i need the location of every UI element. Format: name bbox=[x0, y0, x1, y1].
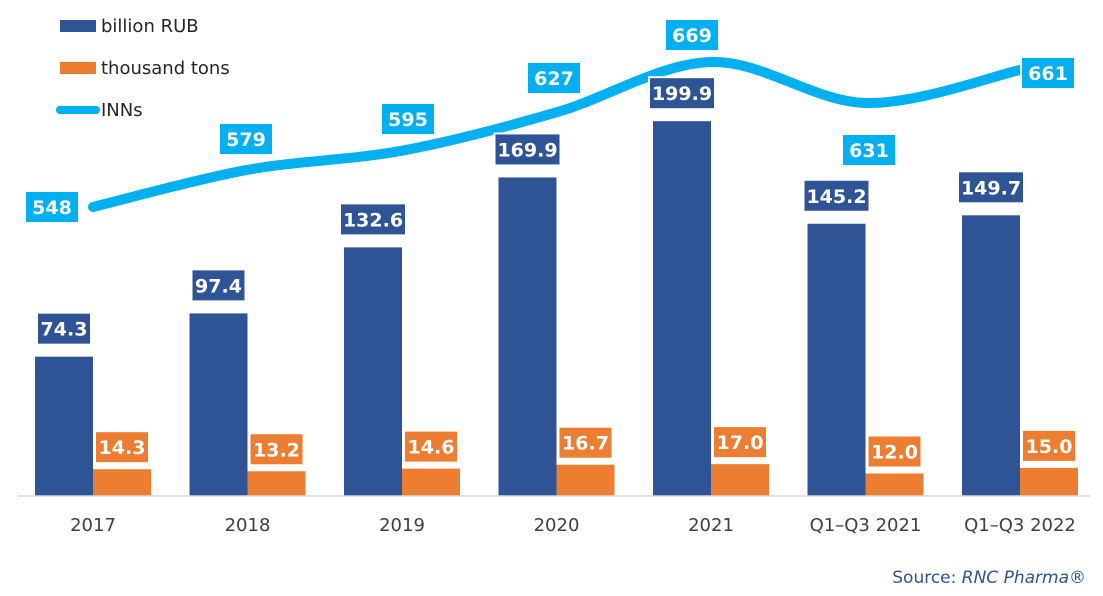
bar-tons-5 bbox=[865, 473, 924, 496]
svg-text:661: 661 bbox=[1028, 63, 1068, 85]
label-rub-4: 199.9 bbox=[648, 76, 716, 111]
label-inns-0: 548 bbox=[24, 190, 80, 224]
svg-text:199.9: 199.9 bbox=[652, 83, 712, 105]
svg-text:97.4: 97.4 bbox=[195, 275, 242, 297]
legend-label-0: billion RUB bbox=[101, 16, 199, 37]
svg-text:14.3: 14.3 bbox=[99, 437, 146, 459]
svg-text:16.7: 16.7 bbox=[562, 433, 609, 455]
svg-text:169.9: 169.9 bbox=[497, 139, 557, 161]
label-rub-2: 132.6 bbox=[339, 202, 407, 237]
bar-rub-2 bbox=[344, 247, 402, 496]
svg-text:15.0: 15.0 bbox=[1026, 436, 1073, 458]
svg-text:595: 595 bbox=[388, 109, 428, 131]
label-rub-3: 169.9 bbox=[493, 132, 562, 167]
label-rub-1: 97.4 bbox=[190, 268, 247, 303]
source-note: Source: RNC Pharma® bbox=[892, 568, 1086, 588]
bar-tons-4 bbox=[711, 464, 769, 496]
legend-item-2: INNs bbox=[56, 100, 143, 121]
label-tons-0: 14.3 bbox=[94, 430, 150, 465]
inns-labels: 548 579 595 627 669 631 661 bbox=[24, 18, 1076, 224]
svg-text:14.6: 14.6 bbox=[408, 437, 455, 459]
label-rub-5: 145.2 bbox=[802, 178, 871, 213]
label-inns-6: 661 bbox=[1020, 56, 1076, 90]
legend-item-1: thousand tons bbox=[60, 58, 230, 79]
bar-rub-6 bbox=[962, 215, 1020, 496]
bar-tons-3 bbox=[556, 464, 615, 496]
legend-label-2: INNs bbox=[101, 100, 143, 121]
label-tons-5: 12.0 bbox=[866, 434, 923, 469]
label-rub-6: 149.7 bbox=[957, 170, 1025, 205]
label-tons-6: 15.0 bbox=[1021, 428, 1077, 463]
label-tons-4: 17.0 bbox=[712, 425, 768, 460]
inns-line bbox=[88, 56, 1025, 212]
legend-swatch-1 bbox=[60, 62, 96, 74]
label-tons-2: 14.6 bbox=[403, 429, 459, 464]
label-inns-3: 627 bbox=[526, 61, 582, 95]
bar-rub-1 bbox=[189, 313, 248, 496]
legend: billion RUB thousand tons INNs bbox=[56, 16, 230, 121]
svg-text:145.2: 145.2 bbox=[806, 186, 866, 208]
svg-text:12.0: 12.0 bbox=[871, 442, 918, 464]
label-tons-1: 13.2 bbox=[248, 432, 305, 467]
x-tick-1: 2018 bbox=[225, 515, 271, 536]
x-tick-6: Q1–Q3 2022 bbox=[964, 515, 1076, 536]
label-inns-5: 631 bbox=[841, 133, 897, 167]
label-inns-4: 669 bbox=[664, 18, 720, 52]
legend-label-1: thousand tons bbox=[101, 58, 230, 79]
x-tick-0: 2017 bbox=[70, 515, 116, 536]
label-tons-3: 16.7 bbox=[557, 425, 614, 460]
bar-rub-5 bbox=[807, 223, 866, 496]
svg-text:548: 548 bbox=[32, 197, 72, 219]
source-name: RNC Pharma® bbox=[962, 568, 1086, 588]
legend-item-0: billion RUB bbox=[60, 16, 199, 37]
x-axis-ticks: 2017 2018 2019 2020 2021 Q1–Q3 2021 Q1–Q3 2022 bbox=[70, 515, 1076, 536]
x-tick-3: 2020 bbox=[534, 515, 580, 536]
svg-text:669: 669 bbox=[672, 25, 712, 47]
bars: 74.3 14.3 97.4 13.2 132.6 14.6 169.9 16.7 199.9 1… bbox=[35, 76, 1078, 496]
svg-text:74.3: 74.3 bbox=[41, 319, 88, 341]
source-prefix: Source: bbox=[892, 568, 962, 588]
x-tick-4: 2021 bbox=[688, 515, 734, 536]
svg-text:579: 579 bbox=[226, 129, 266, 151]
svg-text:132.6: 132.6 bbox=[343, 209, 403, 231]
label-inns-1: 579 bbox=[218, 122, 274, 156]
x-tick-2: 2019 bbox=[379, 515, 425, 536]
label-inns-2: 595 bbox=[380, 102, 436, 136]
bar-rub-4 bbox=[653, 121, 711, 496]
bar-tons-6 bbox=[1020, 467, 1078, 496]
legend-swatch-0 bbox=[60, 20, 96, 32]
svg-text:17.0: 17.0 bbox=[717, 432, 764, 454]
bar-tons-0 bbox=[93, 469, 151, 496]
bar-rub-3 bbox=[498, 177, 557, 496]
bar-tons-2 bbox=[402, 468, 460, 496]
x-tick-5: Q1–Q3 2021 bbox=[810, 515, 922, 536]
svg-text:627: 627 bbox=[534, 68, 574, 90]
bar-rub-0 bbox=[35, 356, 93, 496]
svg-text:631: 631 bbox=[849, 140, 889, 162]
label-rub-0: 74.3 bbox=[36, 311, 92, 346]
svg-text:13.2: 13.2 bbox=[253, 439, 300, 461]
svg-text:149.7: 149.7 bbox=[961, 177, 1021, 199]
bar-tons-1 bbox=[247, 471, 306, 496]
